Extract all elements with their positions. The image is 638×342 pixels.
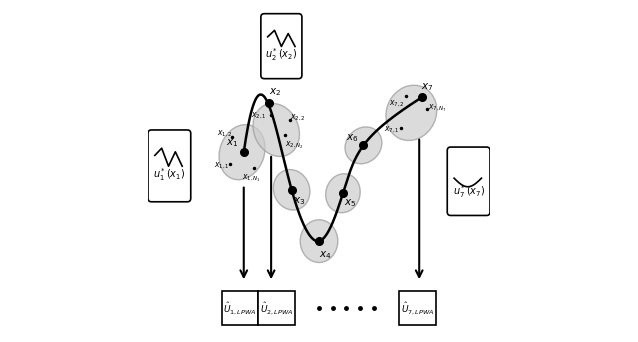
Text: $x_{1,1}$: $x_{1,1}$ — [214, 161, 230, 171]
Text: $x_{7,1}$: $x_{7,1}$ — [383, 125, 399, 135]
Text: $\hat{U}_{7,LPWA}$: $\hat{U}_{7,LPWA}$ — [401, 300, 434, 316]
Ellipse shape — [325, 174, 360, 213]
Ellipse shape — [273, 170, 310, 210]
Text: $u_1^*(x_1)$: $u_1^*(x_1)$ — [153, 166, 186, 183]
Ellipse shape — [386, 85, 437, 141]
FancyBboxPatch shape — [261, 14, 302, 79]
Text: $x_{7,2}$: $x_{7,2}$ — [389, 99, 404, 109]
Text: $x_{2,2}$: $x_{2,2}$ — [290, 113, 306, 123]
Text: $x_{7,N_7}$: $x_{7,N_7}$ — [429, 102, 447, 114]
Text: $u_2^*(x_2)$: $u_2^*(x_2)$ — [265, 47, 297, 63]
Text: $x_1$: $x_1$ — [226, 137, 239, 149]
Ellipse shape — [253, 103, 299, 157]
FancyBboxPatch shape — [447, 147, 490, 215]
Text: $\hat{U}_{2,LPWA}$: $\hat{U}_{2,LPWA}$ — [260, 300, 293, 316]
Text: $x_3$: $x_3$ — [293, 195, 305, 207]
Ellipse shape — [300, 220, 338, 263]
Text: $x_4$: $x_4$ — [319, 249, 332, 261]
Text: $x_{1,2}$: $x_{1,2}$ — [217, 129, 233, 139]
Text: $x_6$: $x_6$ — [346, 132, 359, 144]
Text: $x_{2,1}$: $x_{2,1}$ — [251, 111, 267, 121]
Text: $x_5$: $x_5$ — [344, 198, 356, 210]
Text: $x_2$: $x_2$ — [269, 87, 281, 98]
FancyBboxPatch shape — [258, 291, 295, 325]
Text: $x_{2,N_2}$: $x_{2,N_2}$ — [285, 139, 304, 151]
Ellipse shape — [345, 127, 382, 164]
FancyBboxPatch shape — [399, 291, 436, 325]
Text: $x_{1,N_1}$: $x_{1,N_1}$ — [242, 173, 261, 184]
Ellipse shape — [219, 124, 265, 180]
FancyBboxPatch shape — [221, 291, 258, 325]
FancyBboxPatch shape — [148, 130, 191, 202]
Text: $\hat{U}_{1,LPWA}$: $\hat{U}_{1,LPWA}$ — [223, 300, 256, 316]
Text: $u_7^*(x_7)$: $u_7^*(x_7)$ — [452, 183, 485, 200]
Text: $x_7$: $x_7$ — [421, 81, 433, 93]
